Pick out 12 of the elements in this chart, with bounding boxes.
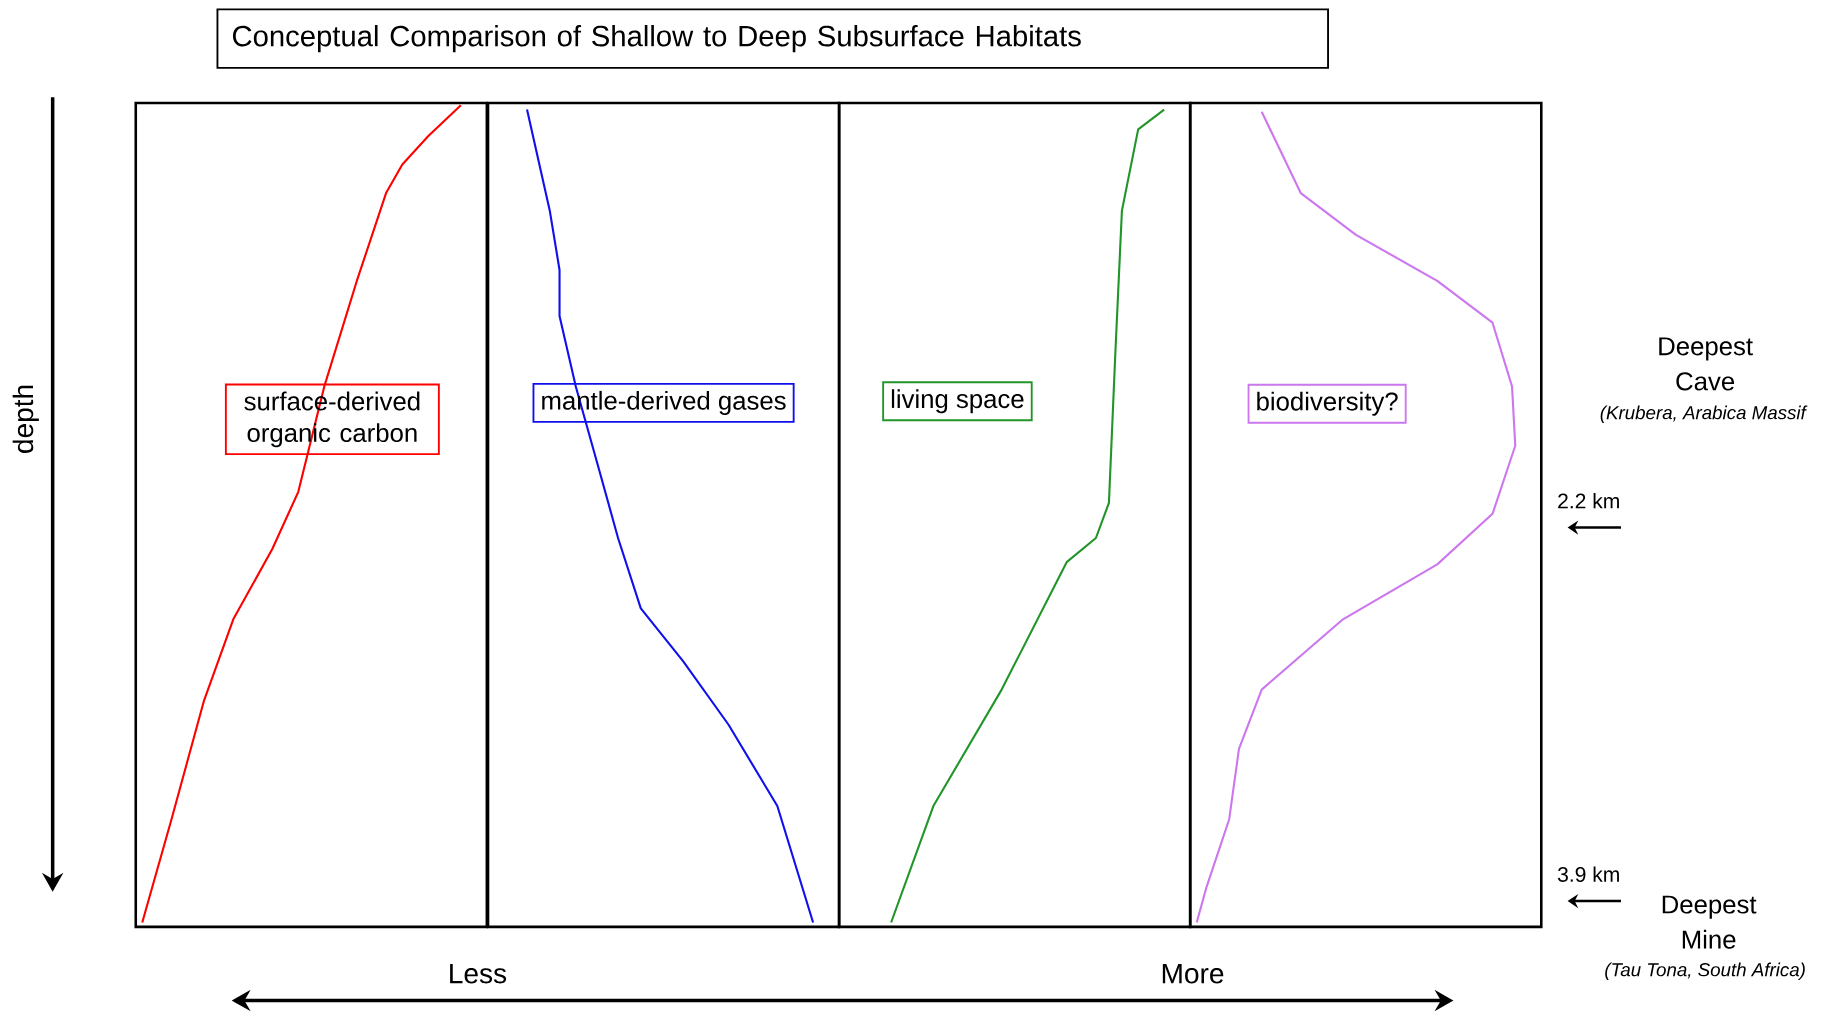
text: Less [450,963,507,984]
text: More [1162,963,1224,984]
y-tick-label: 3.9 km [1557,866,1619,882]
text: Deepest Cave [1659,337,1753,391]
y-tick-label: 2.2 km [1558,493,1619,509]
text: (Krubera, Arabica Massif [1600,405,1808,424]
text: Deepest Mine [1662,895,1757,949]
text: Conceptual Comparison of Shallow to Deep Subsurface Habitats [232,25,1081,53]
text: living space [891,389,1024,414]
text: (Tau Tona, South Africa) [1605,962,1805,981]
y-axis-title: depth [12,385,39,453]
text: biodiversity? [1257,391,1398,416]
